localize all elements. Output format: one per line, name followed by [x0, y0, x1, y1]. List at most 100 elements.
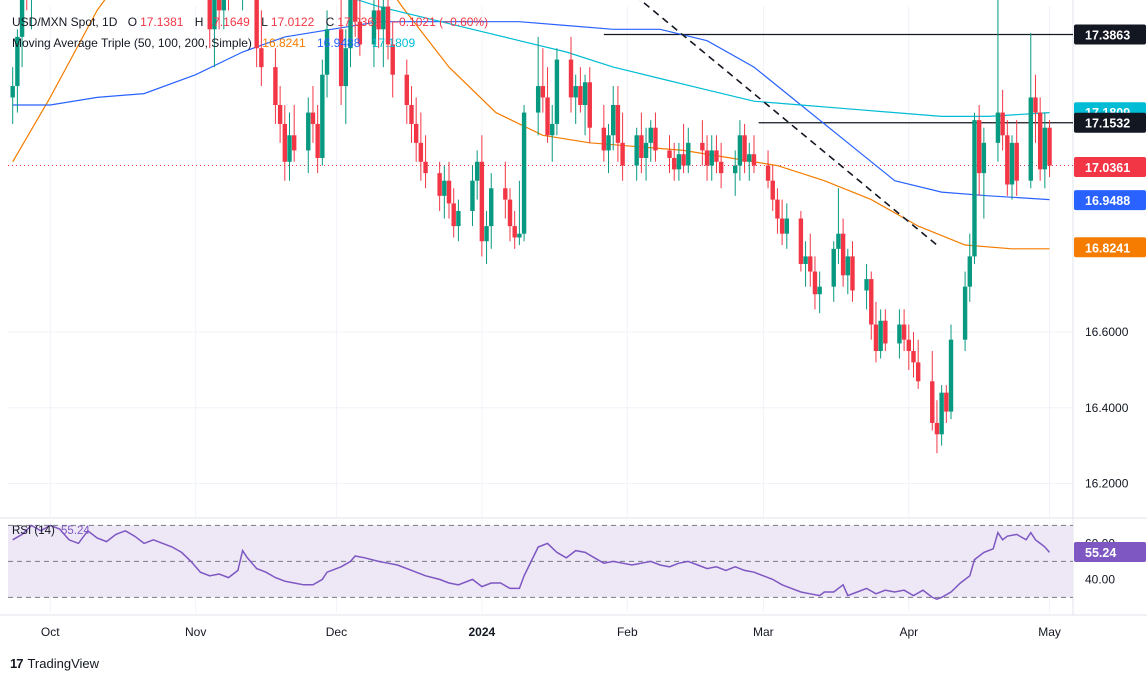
candle	[26, 0, 28, 11]
candle-body	[216, 0, 222, 11]
candle-body	[845, 256, 851, 276]
candle-body	[310, 112, 316, 124]
x-tick-label: Nov	[185, 625, 206, 639]
candle	[338, 0, 344, 105]
candle	[709, 135, 714, 181]
candle	[216, 0, 222, 30]
candle	[869, 271, 874, 340]
candle-body	[315, 123, 320, 158]
candle-body	[357, 21, 363, 45]
candle-body	[850, 256, 855, 291]
candle-body	[409, 105, 414, 124]
tradingview-logo-icon: 17	[10, 656, 24, 671]
candle-body	[906, 339, 911, 352]
candle	[371, 0, 377, 68]
candle	[287, 112, 292, 181]
candle-body	[343, 48, 348, 87]
price-axis-label: 17.3863	[1085, 28, 1130, 42]
candle	[1028, 33, 1033, 189]
candle	[242, 0, 244, 11]
y-tick-label: 16.4000	[1085, 401, 1129, 415]
candle	[517, 180, 522, 246]
candle	[878, 309, 883, 359]
candle	[221, 0, 227, 30]
candle	[606, 123, 611, 174]
candle	[15, 29, 20, 113]
candle	[962, 271, 968, 352]
candle	[643, 127, 649, 181]
candle	[315, 105, 320, 174]
candle-body	[878, 320, 883, 352]
candle	[765, 150, 771, 189]
candle-body	[869, 279, 874, 325]
candle-body	[831, 248, 836, 287]
candle-body	[442, 180, 447, 196]
candle-body	[503, 188, 508, 200]
candle-body	[212, 0, 217, 30]
candle	[775, 188, 780, 234]
candle	[601, 105, 607, 162]
candle	[550, 105, 555, 162]
candle	[489, 173, 494, 249]
candle	[259, 10, 264, 87]
candle-body	[535, 86, 541, 113]
candle	[228, 0, 230, 11]
candle-body	[474, 161, 480, 181]
candle	[915, 339, 921, 389]
candle	[747, 142, 752, 181]
candle-body	[207, 0, 212, 30]
candle-body	[873, 324, 879, 352]
candle-body	[751, 154, 757, 166]
candle	[512, 210, 517, 249]
candle-body	[221, 0, 227, 11]
candle	[310, 86, 316, 143]
candle-body	[615, 105, 621, 143]
candle-body	[507, 199, 513, 227]
ma50-value: 16.8241	[262, 36, 306, 50]
candle	[212, 0, 217, 68]
candle-body	[967, 256, 972, 287]
close-value: 17.0361	[337, 15, 381, 29]
candle-body	[254, 0, 259, 49]
candle-body	[1028, 97, 1033, 181]
price-axis-label-bg	[1074, 24, 1146, 45]
x-tick-label: May	[1038, 625, 1061, 639]
candle	[474, 150, 480, 200]
candle	[944, 385, 949, 423]
candle	[10, 67, 15, 124]
candle	[357, 0, 363, 56]
candle-body	[704, 150, 710, 166]
candle	[320, 59, 325, 166]
rsi-value-label-bg	[1074, 541, 1146, 562]
candle-body	[601, 127, 607, 151]
candle-body	[939, 392, 944, 435]
candle-body	[1047, 127, 1052, 166]
price-axis-label: 17.0361	[1085, 161, 1130, 175]
candle-body	[995, 112, 1001, 143]
candle	[864, 263, 869, 310]
candle	[277, 86, 283, 143]
candle	[742, 123, 747, 174]
candle	[545, 67, 550, 143]
candle-body	[915, 362, 921, 382]
candle-body	[944, 392, 949, 412]
candle	[582, 74, 588, 136]
candle-body	[19, 0, 25, 37]
ma-legend: Moving Average Triple (50, 100, 200, Sim…	[12, 36, 418, 50]
tradingview-brand[interactable]: 17 TradingView	[10, 656, 99, 671]
candle-body	[287, 135, 292, 162]
candle	[639, 112, 644, 174]
candle-body	[639, 135, 644, 158]
candle	[254, 0, 259, 68]
candle-body	[385, 6, 391, 45]
candle-body	[1014, 142, 1019, 181]
candle-body	[620, 142, 625, 166]
high-value: 17.1649	[206, 15, 250, 29]
candle-body	[742, 135, 747, 162]
brand-label: TradingView	[27, 656, 100, 671]
ma200-value: 17.1809	[371, 36, 416, 50]
candle-body	[371, 10, 377, 45]
candle-body	[643, 142, 649, 158]
candle	[376, 0, 381, 49]
